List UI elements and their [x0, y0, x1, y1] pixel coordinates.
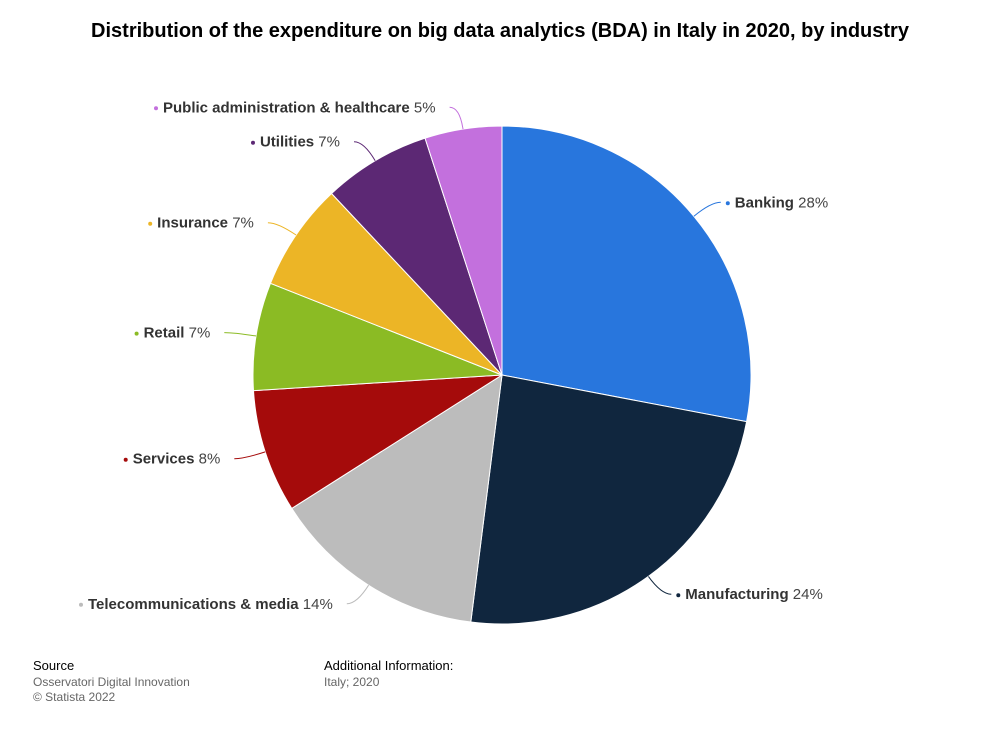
- data-label-banking: Banking 28%: [735, 194, 828, 211]
- label-connector-insurance: [267, 222, 297, 236]
- data-label-value: 8%: [194, 451, 220, 468]
- data-label-name: Utilities: [260, 134, 314, 151]
- source-heading: Source: [33, 658, 75, 673]
- additional-info-block: Additional Information: Italy; 2020: [324, 658, 453, 690]
- data-label-value: 7%: [228, 215, 254, 232]
- label-connector-manufacturing: [647, 576, 672, 595]
- legend-dot-insurance: [148, 221, 153, 226]
- data-label-value: 24%: [789, 586, 823, 603]
- data-label-services: Services 8%: [133, 451, 221, 468]
- label-connector-utilities: [353, 141, 376, 161]
- data-label-value: 5%: [410, 99, 436, 116]
- data-label-name: Public administration & healthcare: [163, 99, 410, 116]
- chart-title: Distribution of the expenditure on big d…: [91, 20, 909, 42]
- legend-dot-retail: [134, 331, 139, 336]
- pie-labels: Banking 28% Manufacturing 24% Telecommunic…: [79, 99, 828, 613]
- data-label-retail: Retail 7%: [144, 325, 211, 342]
- data-label-value: 7%: [314, 134, 340, 151]
- pie-slice-telecommunications-and-media: [291, 374, 503, 623]
- label-connector-banking: [693, 201, 721, 217]
- data-label-name: Manufacturing: [685, 586, 788, 603]
- pie-slice-banking: [501, 125, 752, 423]
- label-connector-retail: [224, 332, 257, 337]
- label-connector-public-administration-and-healthcare: [449, 106, 464, 130]
- source-line-1: Osservatori Digital Innovation: [33, 675, 190, 689]
- legend-dot-banking: [725, 201, 730, 206]
- data-label-value: 14%: [299, 596, 333, 613]
- data-label-value: 7%: [184, 325, 210, 342]
- pie-slice-utilities: [330, 137, 503, 376]
- data-label-name: Banking: [735, 194, 794, 211]
- label-connector-telecommunications-and-media: [346, 584, 370, 605]
- data-label-insurance: Insurance 7%: [157, 215, 254, 232]
- pie-slice-insurance: [269, 192, 503, 376]
- source-line-2: © Statista 2022: [33, 690, 116, 704]
- additional-info-heading: Additional Information:: [324, 658, 454, 673]
- pie-slice-retail: [252, 282, 503, 392]
- data-label-name: Retail: [144, 325, 185, 342]
- legend-dot-utilities: [251, 140, 255, 145]
- legend-dot-public-administration-and-healthcare: [154, 106, 158, 111]
- data-label-manufacturing: Manufacturing 24%: [685, 586, 823, 603]
- source-block: Source Osservatori Digital Innovation © …: [33, 658, 190, 705]
- data-label-name: Telecommunications & media: [88, 596, 299, 613]
- data-label-value: 28%: [794, 194, 828, 211]
- label-connector-services: [234, 451, 266, 460]
- data-label-utilities: Utilities 7%: [260, 134, 340, 151]
- pie-slice-manufacturing: [470, 374, 748, 625]
- legend-dot-services: [123, 457, 128, 462]
- legend-dot-telecommunications-and-media: [79, 602, 83, 607]
- data-label-name: Services: [133, 451, 195, 468]
- data-label-name: Insurance: [157, 215, 228, 232]
- legend-dot-manufacturing: [676, 593, 681, 598]
- pie-slices: [252, 125, 752, 625]
- data-label-public-administration-and-healthcare: Public administration & healthcare 5%: [163, 99, 436, 116]
- data-label-telecommunications-and-media: Telecommunications & media 14%: [88, 596, 333, 613]
- additional-info-line: Italy; 2020: [324, 675, 380, 689]
